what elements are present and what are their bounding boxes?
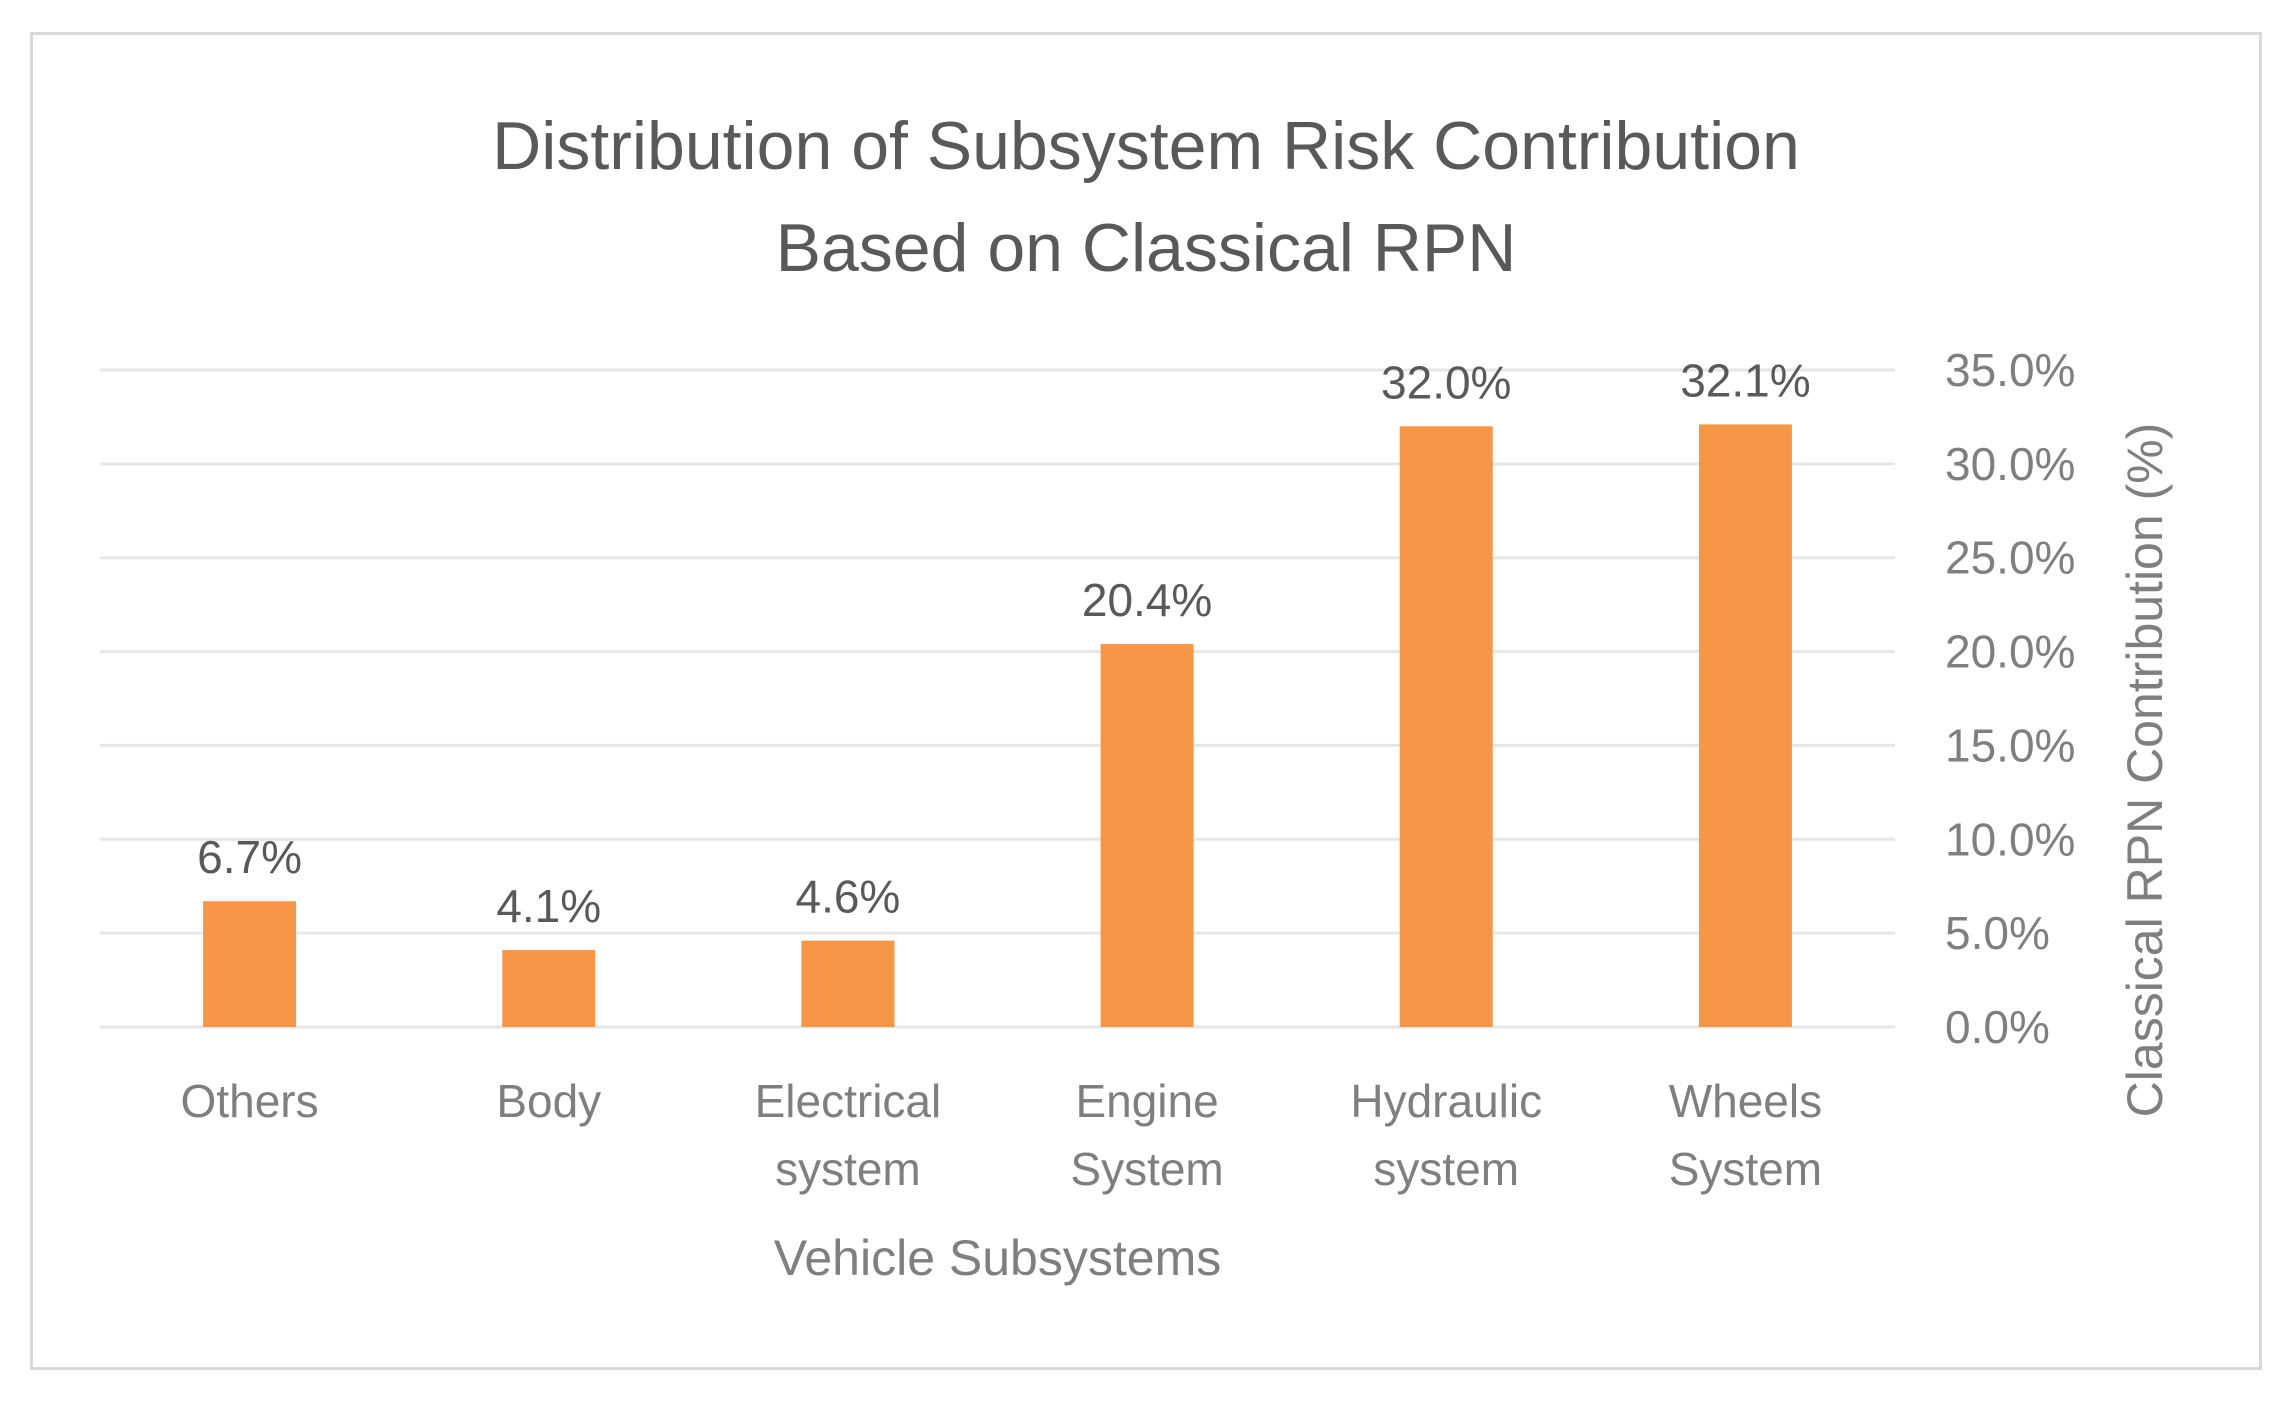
y-tick-label: 20.0% bbox=[1945, 626, 2075, 678]
gridlines bbox=[100, 368, 1895, 1029]
data-label: 20.4% bbox=[1082, 574, 1212, 626]
chart-title-line-1: Distribution of Subsystem Risk Contribut… bbox=[492, 108, 1800, 184]
bars bbox=[203, 424, 1792, 1027]
data-label: 4.6% bbox=[795, 871, 900, 923]
y-tick-label: 5.0% bbox=[1945, 907, 2050, 959]
chart-title-line-2: Based on Classical RPN bbox=[775, 210, 1517, 286]
x-category-label: system bbox=[775, 1143, 921, 1195]
bar bbox=[502, 950, 596, 1027]
data-label: 32.1% bbox=[1680, 354, 1810, 406]
y-tick-label: 30.0% bbox=[1945, 438, 2075, 490]
data-labels: 6.7% 4.1% 4.6% 20.4% 32.0% 32.1% bbox=[197, 354, 1810, 932]
x-category-label: Body bbox=[496, 1075, 601, 1127]
y-tick-label: 15.0% bbox=[1945, 719, 2075, 771]
x-axis-title: Vehicle Subsystems bbox=[774, 1230, 1221, 1286]
bar bbox=[203, 901, 297, 1027]
bar bbox=[1100, 644, 1194, 1027]
y-axis-ticks: 0.0% 5.0% 10.0% 15.0% 20.0% 25.0% 30.0% 35.0% bbox=[1945, 344, 2075, 1053]
data-label: 32.0% bbox=[1381, 356, 1511, 408]
x-category-label: Hydraulic bbox=[1350, 1075, 1542, 1127]
y-tick-label: 25.0% bbox=[1945, 532, 2075, 584]
x-category-label: Engine bbox=[1075, 1075, 1218, 1127]
data-label: 4.1% bbox=[496, 880, 601, 932]
bar bbox=[1698, 424, 1792, 1027]
x-category-label: System bbox=[1070, 1143, 1223, 1195]
y-axis-title: Classical RPN Contribution (%) bbox=[2117, 423, 2173, 1118]
x-category-label: Wheels bbox=[1669, 1075, 1822, 1127]
y-tick-label: 10.0% bbox=[1945, 813, 2075, 865]
bar bbox=[1399, 426, 1493, 1027]
x-category-label: Others bbox=[181, 1075, 319, 1127]
data-label: 6.7% bbox=[197, 831, 302, 883]
x-axis-categories: Others Body Electrical system Engine System Hy… bbox=[181, 1075, 1823, 1195]
x-category-label: system bbox=[1373, 1143, 1519, 1195]
y-tick-label: 35.0% bbox=[1945, 344, 2075, 396]
x-category-label: System bbox=[1669, 1143, 1822, 1195]
x-category-label: Electrical bbox=[755, 1075, 942, 1127]
bar bbox=[801, 940, 895, 1027]
chart-title: Distribution of Subsystem Risk Contribut… bbox=[0, 95, 2292, 299]
y-tick-label: 0.0% bbox=[1945, 1001, 2050, 1053]
